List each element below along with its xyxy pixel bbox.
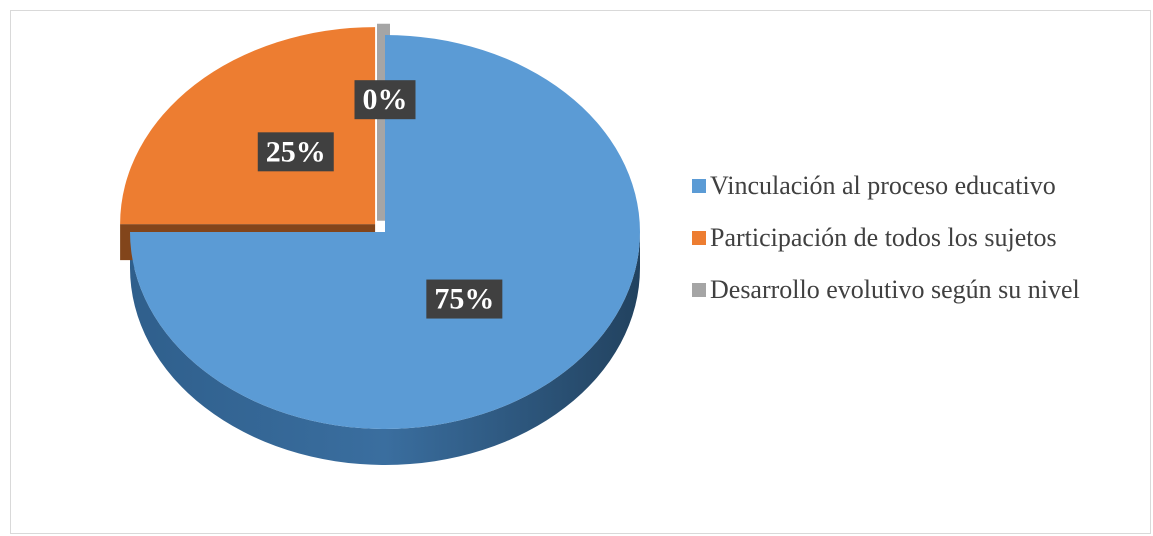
legend-item: Desarrollo evolutivo según su nivel — [692, 274, 1147, 306]
value-label: 75% — [434, 283, 494, 316]
value-label-box — [257, 132, 334, 172]
slice — [130, 35, 640, 429]
legend-label: Participación de todos los sujetos — [710, 223, 1057, 252]
legend-swatch — [692, 283, 706, 297]
slice — [120, 27, 376, 225]
chart-frame — [10, 10, 1151, 534]
value-label-box — [354, 80, 416, 120]
legend-swatch — [692, 179, 706, 193]
slice-side — [130, 232, 640, 465]
legend: Vinculación al proceso educativo Particip… — [692, 170, 1147, 326]
value-label-box — [426, 279, 503, 319]
legend-swatch — [692, 231, 706, 245]
legend-item: Participación de todos los sujetos — [692, 222, 1147, 254]
value-label: 25% — [266, 135, 326, 168]
value-label-group: 0% — [354, 80, 416, 120]
value-label-group: 25% — [257, 132, 334, 172]
legend-label: Vinculación al proceso educativo — [710, 171, 1056, 200]
legend-label: Desarrollo evolutivo según su nivel — [710, 275, 1080, 304]
legend-item: Vinculación al proceso educativo — [692, 170, 1147, 202]
pie-chart: 75% 25% 0% — [120, 23, 640, 465]
value-label: 0% — [363, 83, 408, 116]
value-label-group: 75% — [426, 279, 503, 319]
